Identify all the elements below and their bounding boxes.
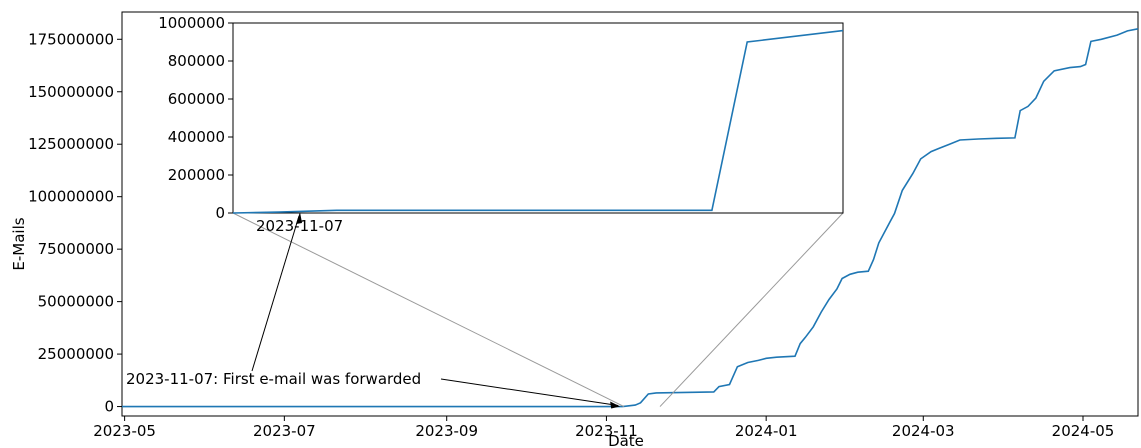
x-tick-label: 2023-11 [575,422,638,440]
y-tick-label: 75000000 [38,240,114,258]
main-plot-frame [121,11,1139,417]
x-tick-label: 2023-07 [253,422,316,440]
inset-connector-left [232,212,625,408]
inset-series-line [232,29,844,214]
y-axis-title: E-Mails [10,217,28,270]
main-annotation-text: 2023-11-07: First e-mail was forwarded [126,370,421,388]
inset-y-tick-label: 0 [215,204,225,222]
inset-connector-lines [232,212,844,408]
inset-connector-right [659,212,844,407]
x-tick-label: 2024-01 [735,422,798,440]
x-axis-title: Date [608,432,644,448]
emails-series-line [122,28,1139,408]
y-tick-label: 150000000 [28,83,114,101]
inset-frame [232,22,844,214]
y-tick-label: 100000000 [28,188,114,206]
inset-annotation-arrowhead [296,212,302,224]
inset-y-tick-label: 1000000 [158,14,225,32]
inset-y-tick-label: 800000 [168,52,225,70]
x-tick-label: 2023-09 [415,422,478,440]
inset-plot: 0 200000 400000 600000 800000 1000000 2023-11-… [158,14,844,235]
inset-y-tick-label: 200000 [168,166,225,184]
x-tick-label: 2023-05 [93,422,156,440]
y-tick-label: 125000000 [28,135,114,153]
inset-annotation-arrow [251,215,300,372]
main-annotation-arrowhead [610,401,621,409]
inset-y-tick-label: 400000 [168,128,225,146]
y-tick-label: 50000000 [38,293,114,311]
y-tick-label: 0 [104,398,114,416]
main-plot: 2023-05 2023-07 2023-09 2023-11 2024-01 2024-… [10,11,1139,448]
x-tick-label: 2024-03 [892,422,955,440]
y-tick-label: 25000000 [38,345,114,363]
x-tick-label: 2024-05 [1052,422,1115,440]
main-annotation-arrow [440,378,619,407]
y-tick-label: 175000000 [28,30,114,48]
inset-y-tick-label: 600000 [168,90,225,108]
inset-annotation-text: 2023-11-07 [256,217,343,235]
